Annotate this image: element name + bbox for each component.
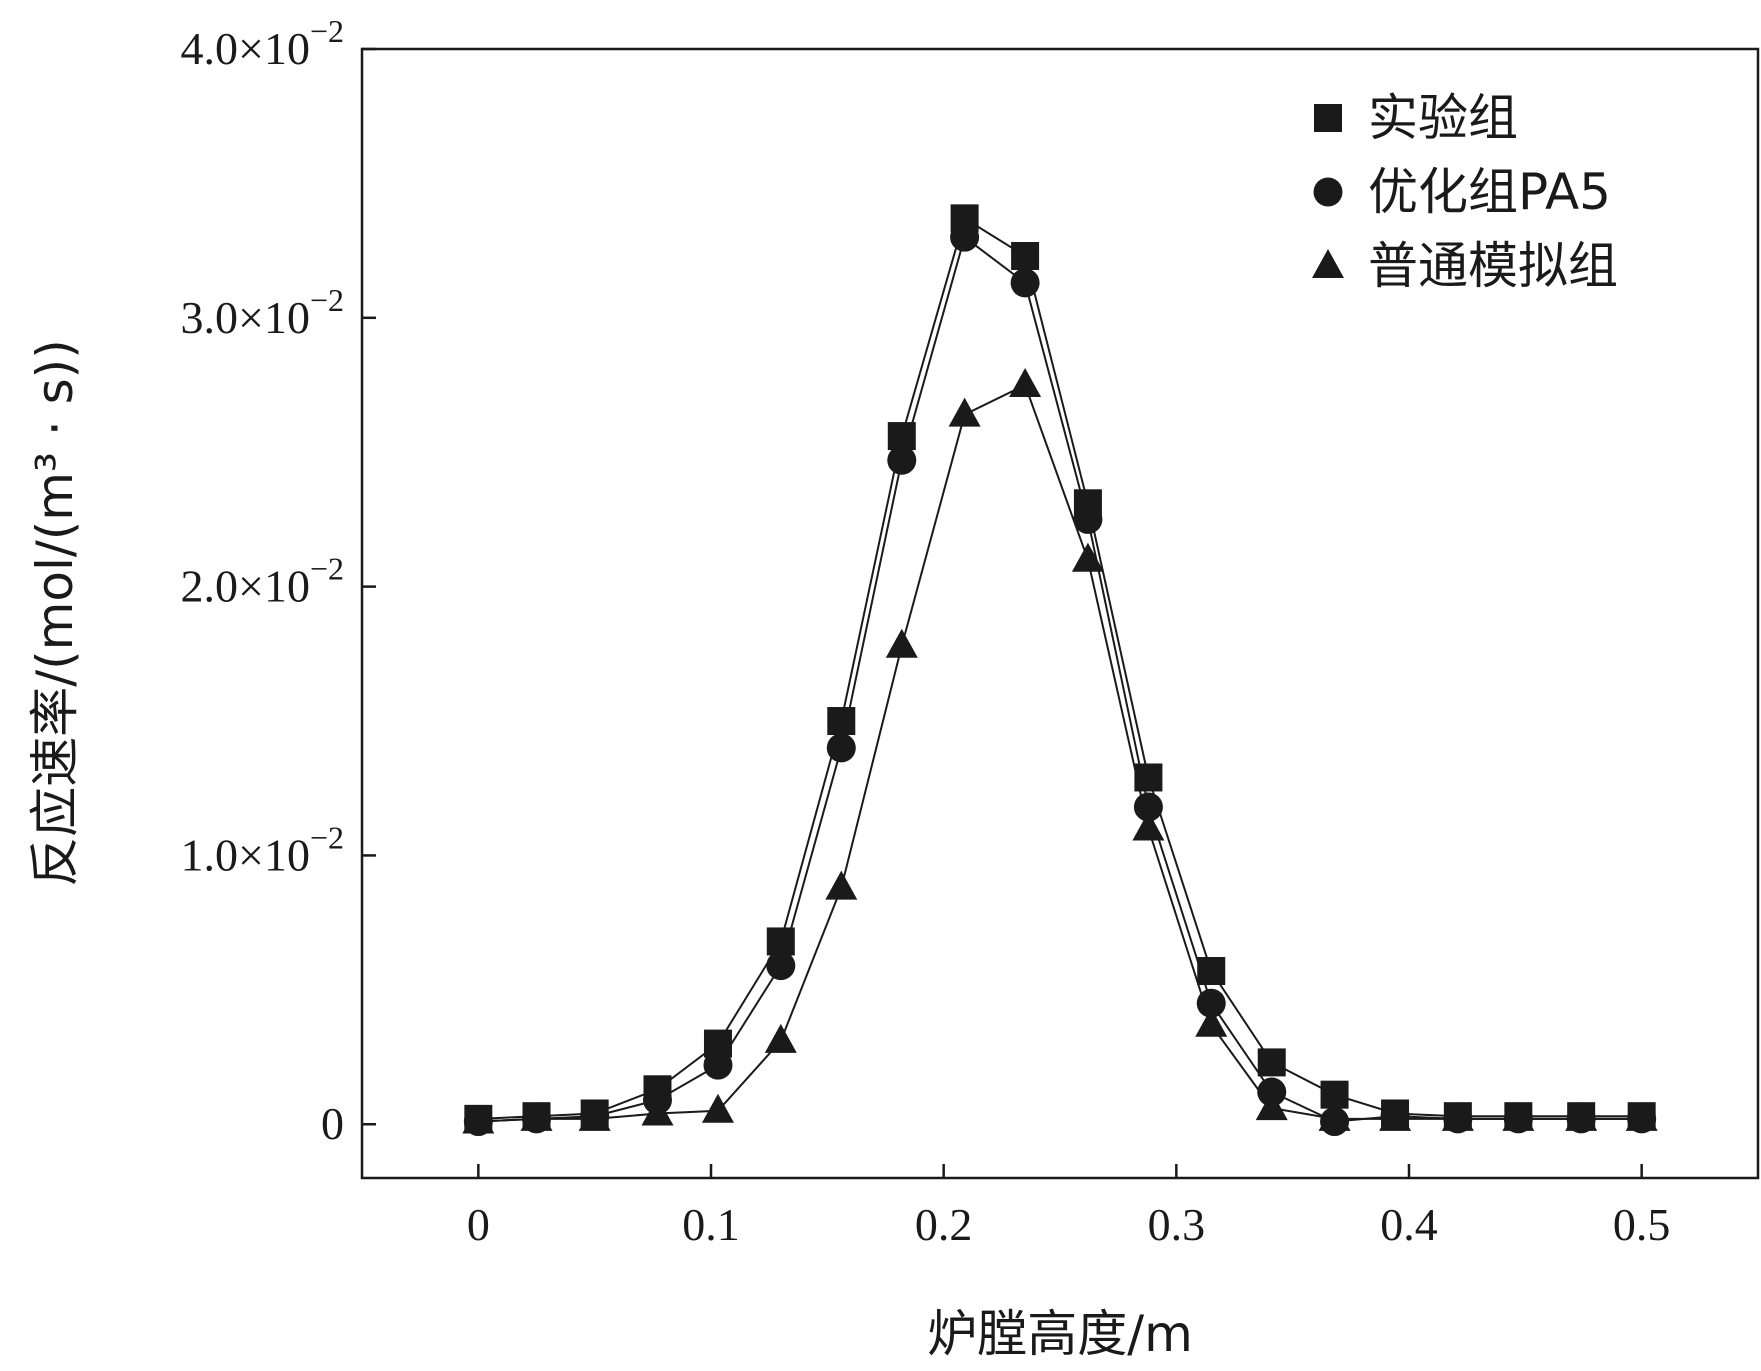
y-tick-exponent: −2: [310, 13, 344, 49]
y-tick-mantissa: 4.0×10: [181, 23, 310, 74]
y-tick-label: 3.0×10−2: [181, 282, 345, 343]
data-point-triangle: [1565, 1101, 1598, 1131]
x-tick-label: 0.4: [1380, 1199, 1438, 1250]
legend-label: 优化组PA5: [1368, 163, 1611, 221]
data-point-square: [827, 707, 856, 736]
series-lines: [478, 216, 1642, 1123]
data-point-triangle: [1195, 1007, 1228, 1037]
legend-marker-square: [1314, 104, 1342, 132]
data-point-triangle: [1132, 811, 1165, 841]
data-point-triangle: [462, 1104, 495, 1134]
x-tick-label: 0.3: [1148, 1199, 1206, 1250]
data-point-triangle: [1318, 1101, 1351, 1131]
x-tick-label: 0: [467, 1199, 490, 1250]
data-point-square: [1257, 1048, 1286, 1077]
data-point-triangle: [520, 1101, 553, 1131]
data-point-triangle: [701, 1093, 734, 1123]
data-point-square: [1134, 763, 1163, 792]
y-tick-label: 1.0×10−2: [181, 819, 345, 880]
data-point-square: [887, 422, 916, 451]
data-point-square: [766, 927, 795, 956]
y-tick-label: 0: [321, 1098, 344, 1149]
data-point-triangle: [578, 1101, 611, 1131]
data-point-triangle: [885, 628, 918, 658]
y-tick-label: 4.0×10−2: [181, 13, 345, 74]
x-tick-label: 0.5: [1613, 1199, 1671, 1250]
data-point-triangle: [641, 1096, 674, 1126]
y-tick-exponent: −2: [310, 282, 344, 318]
x-axis: 0 0.1 0.2 0.3 0.4 0.5: [467, 1164, 1671, 1250]
data-point-circle: [887, 445, 917, 475]
series-line-square: [478, 216, 1642, 1120]
y-tick-exponent: −2: [310, 819, 344, 855]
data-point-circle: [950, 222, 980, 252]
data-point-circle: [1196, 988, 1226, 1018]
data-point-triangle: [1009, 368, 1042, 398]
data-point-circle: [703, 1050, 733, 1080]
y-tick-mantissa: 0: [321, 1098, 344, 1149]
legend-label: 实验组: [1368, 89, 1518, 147]
series-markers: [462, 204, 1658, 1137]
data-point-triangle: [825, 870, 858, 900]
plot-frame: [360, 47, 1760, 1180]
legend-marker-circle: [1313, 177, 1343, 207]
data-point-circle: [1133, 792, 1163, 822]
y-axis: 01.0×10−22.0×10−23.0×10−24.0×10−2: [181, 13, 376, 1149]
data-point-circle: [826, 733, 856, 763]
y-axis-title: 反应速率/(mol/(m³ · s)): [26, 339, 84, 886]
data-point-circle: [1010, 268, 1040, 298]
y-tick-mantissa: 3.0×10: [181, 292, 310, 343]
series-line-circle: [478, 235, 1642, 1123]
data-point-triangle: [1379, 1101, 1412, 1131]
data-point-triangle: [1071, 542, 1104, 572]
x-tick-label: 0.2: [915, 1199, 973, 1250]
data-point-triangle: [1255, 1091, 1288, 1121]
data-point-circle: [766, 951, 796, 981]
x-axis-title: 炉膛高度/m: [927, 1305, 1193, 1363]
legend-marker-triangle: [1312, 249, 1344, 278]
data-point-triangle: [1502, 1101, 1535, 1131]
data-point-triangle: [948, 397, 981, 427]
y-tick-mantissa: 2.0×10: [181, 561, 310, 612]
data-point-triangle: [1625, 1101, 1658, 1131]
x-tick-label: 0.1: [682, 1199, 740, 1250]
data-point-circle: [1073, 504, 1103, 534]
legend-label: 普通模拟组: [1368, 237, 1618, 295]
y-tick-mantissa: 1.0×10: [181, 829, 310, 880]
y-tick-label: 2.0×10−2: [181, 551, 345, 612]
data-point-triangle: [764, 1023, 797, 1053]
data-point-square: [1197, 957, 1226, 986]
series-line-triangle: [478, 383, 1642, 1123]
data-point-triangle: [1441, 1101, 1474, 1131]
data-point-square: [1011, 241, 1040, 270]
y-tick-exponent: −2: [310, 551, 344, 587]
